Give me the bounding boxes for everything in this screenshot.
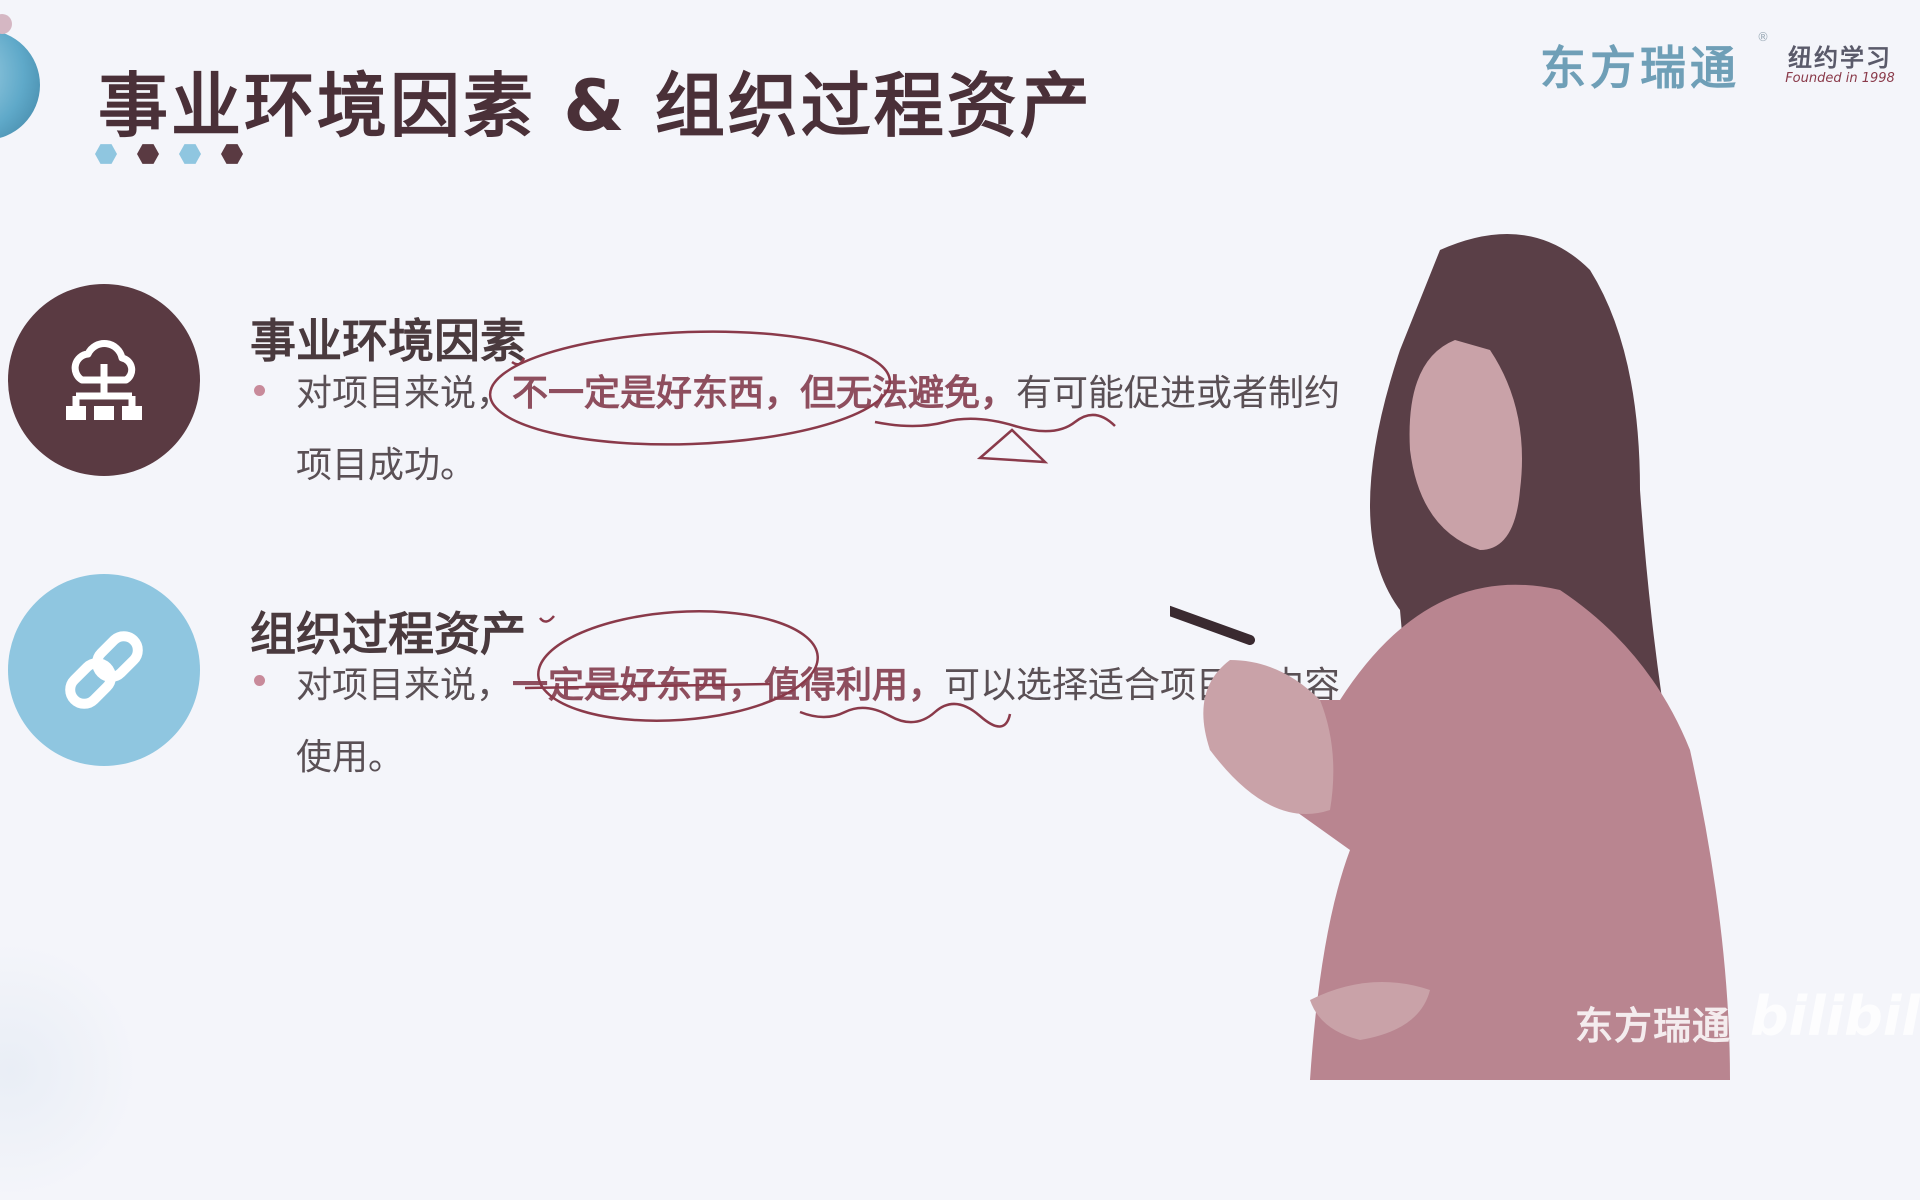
pen [1170, 605, 1255, 645]
text-prefix: 对项目来说， [296, 665, 513, 706]
highlight-text: 但无法避免， [800, 373, 1017, 414]
section-title-opa: 组织过程资产 [250, 607, 526, 661]
cloud-network-icon [66, 340, 142, 420]
decorative-dot [0, 14, 12, 34]
sub-brand-logo: 纽约学习 Founded in 1998 [1785, 38, 1895, 86]
highlight-text: 不一定是好东西， [512, 373, 801, 414]
title-hex-decorations [95, 143, 243, 165]
presenter-hand-lower [1310, 982, 1430, 1040]
highlight-text: 一定是好东西， [512, 665, 765, 706]
presenter-jacket [1208, 584, 1730, 1080]
hex-dot [179, 144, 201, 164]
hex-dot [221, 144, 243, 164]
highlight-text: 值得利用， [764, 665, 945, 706]
brand-logo: 东方瑞通 [1540, 41, 1740, 95]
text-suffix: 有可能促进或者制约项目成功。 [296, 373, 1341, 486]
registered-mark: ® [1757, 30, 1769, 44]
bullet-dot [254, 675, 265, 686]
hex-dot [137, 144, 159, 164]
sub-brand-name: 纽约学习 [1788, 44, 1892, 72]
section-title-eef: 事业环境因素 [250, 314, 526, 368]
section-icon-circle [8, 574, 200, 766]
chain-link-icon [65, 631, 143, 709]
presenter-figure [1170, 234, 1730, 1080]
slide-title: 事业环境因素 & 组织过程资产 [98, 65, 1093, 147]
hex-dot [95, 144, 117, 164]
decorative-circle [0, 30, 40, 140]
presenter-face [1409, 340, 1522, 550]
text-prefix: 对项目来说， [296, 373, 513, 414]
presenter-arm [1203, 660, 1334, 814]
bilibili-logo: bilibili [1750, 985, 1920, 1048]
section-icon-circle [8, 284, 200, 476]
bullet-dot [254, 385, 265, 396]
decorative-glow [0, 940, 140, 1200]
watermark-text: 东方瑞通 [1575, 1004, 1732, 1048]
founded-text: Founded in 1998 [1785, 71, 1895, 86]
